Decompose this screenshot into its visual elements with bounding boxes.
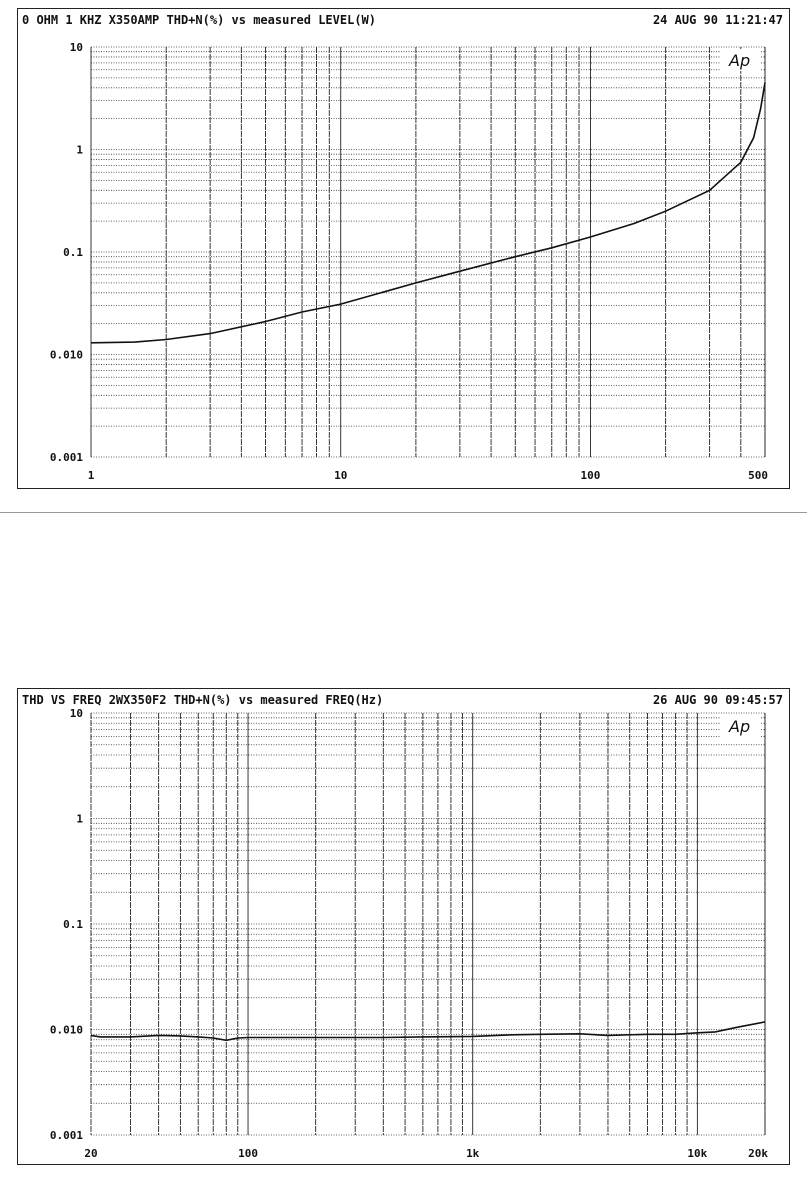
chart-panel-freq: THD VS FREQ 2WX350F2 THD+N(%) vs measure… [17,688,790,1165]
y-tick-label: 0.1 [63,246,83,259]
chart-title: 0 OHM 1 KHZ X350AMP THD+N(%) vs measured… [22,13,377,27]
y-tick-label: 1 [76,144,83,157]
divider [0,512,807,513]
ap-logo: Ap [728,51,750,70]
x-tick-label: 1k [466,1147,480,1160]
logo-background [721,715,761,737]
y-tick-label: 10 [70,707,83,720]
chart-panel-level: 0 OHM 1 KHZ X350AMP THD+N(%) vs measured… [17,8,790,489]
ap-logo: Ap [728,717,750,736]
logo-background [721,49,761,71]
y-tick-label: 0.010 [50,349,83,362]
y-tick-label: 0.010 [50,1024,83,1037]
data-series-line [90,82,766,344]
x-tick-label: 500 [748,469,768,482]
x-tick-label: 20 [84,1147,97,1160]
x-tick-label: 10 [334,469,347,482]
chart-title: THD VS FREQ 2WX350F2 THD+N(%) vs measure… [22,693,384,707]
x-tick-label: 100 [581,469,601,482]
x-tick-label: 10k [687,1147,707,1160]
chart-timestamp: 24 AUG 90 11:21:47 [652,13,783,27]
y-tick-label: 0.001 [50,451,83,464]
x-tick-label: 20k [748,1147,768,1160]
y-tick-label: 10 [70,41,83,54]
x-tick-label: 1 [88,469,95,482]
chart-level-svg: Ap 10 1 0.1 0.010 0.001 1 10 100 500 [50,41,768,482]
data-series-line [90,1021,766,1042]
y-tick-label: 0.001 [50,1129,83,1142]
x-tick-label: 100 [238,1147,258,1160]
chart-timestamp: 26 AUG 90 09:45:57 [652,693,783,707]
y-tick-label: 0.1 [63,918,83,931]
y-tick-label: 1 [76,813,83,826]
